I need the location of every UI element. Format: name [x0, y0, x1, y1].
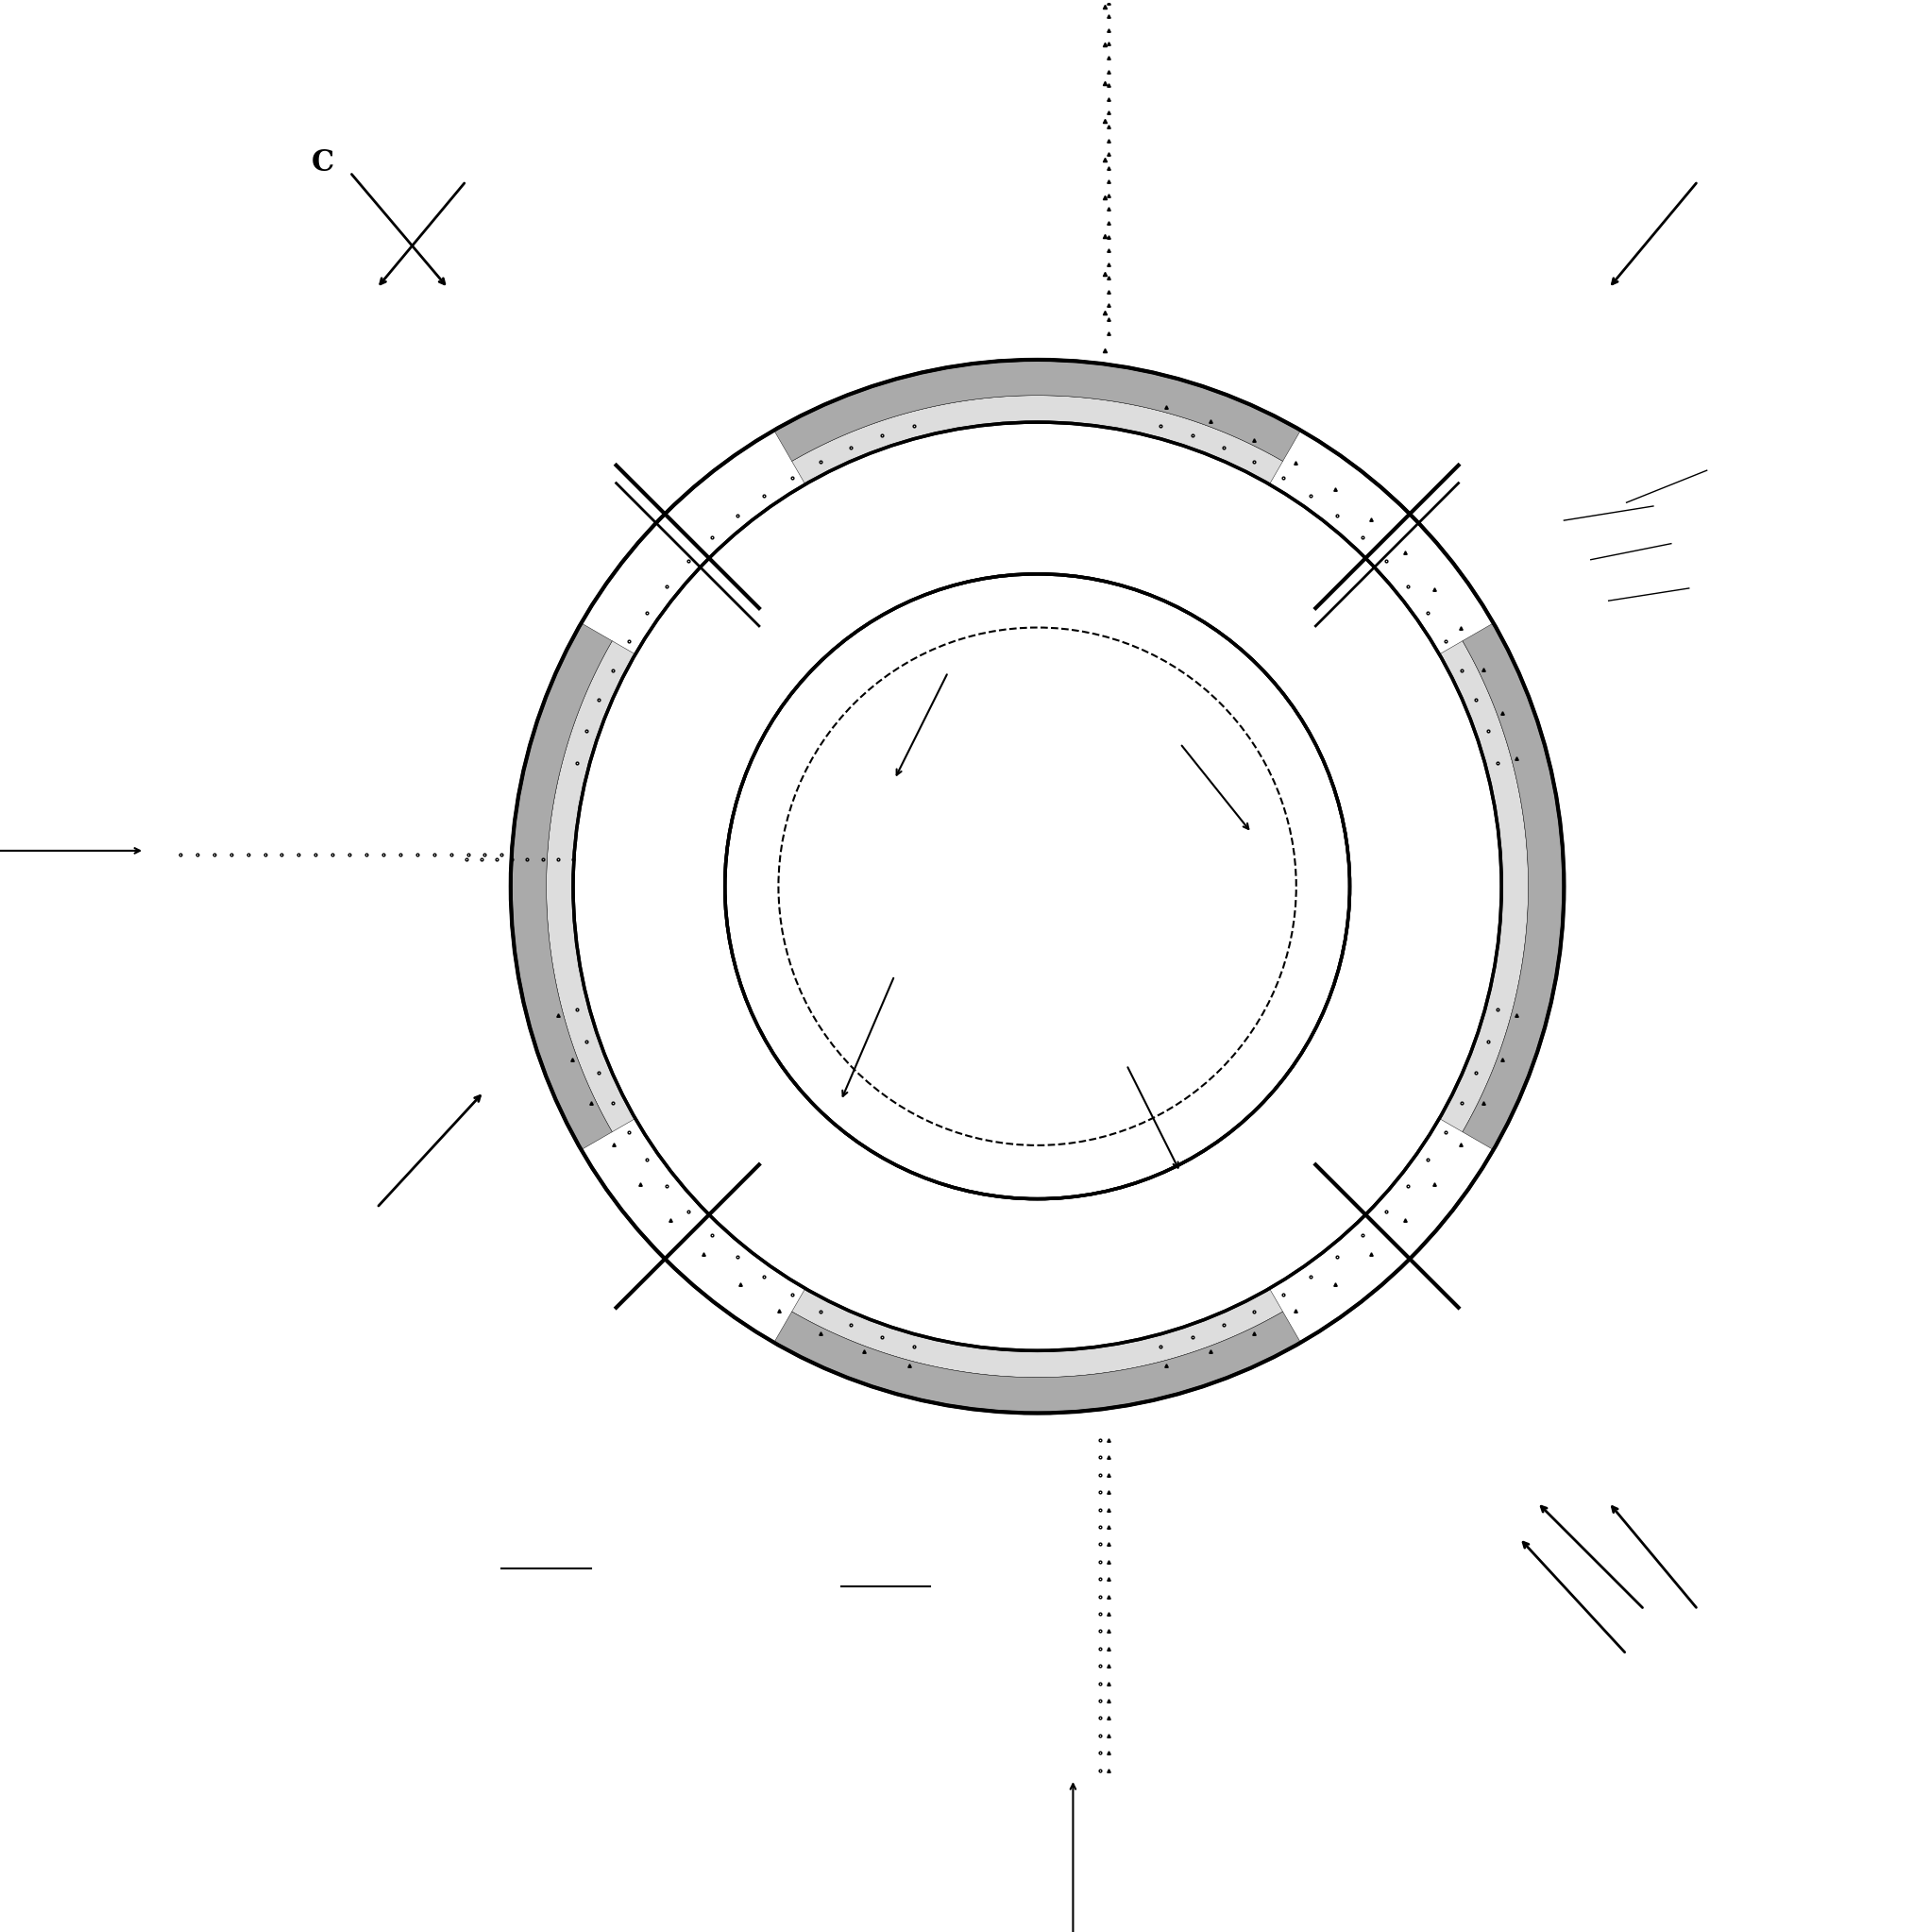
Text: 12: 12	[1237, 1474, 1266, 1495]
Text: 2: 2	[538, 1536, 554, 1557]
Text: 7: 7	[959, 848, 973, 871]
FancyBboxPatch shape	[369, 850, 1706, 1932]
Text: 7: 7	[905, 920, 919, 943]
Text: 21: 21	[336, 759, 365, 781]
Polygon shape	[1440, 641, 1529, 1132]
Text: 2: 2	[1405, 384, 1419, 406]
Text: 13: 13	[1183, 1474, 1212, 1495]
FancyBboxPatch shape	[369, 0, 1706, 922]
Text: 8: 8	[235, 759, 251, 781]
Text: 6: 6	[548, 537, 562, 558]
Text: 13: 13	[648, 384, 677, 406]
Text: 11: 11	[1656, 500, 1685, 522]
Polygon shape	[791, 1289, 1283, 1378]
Text: 2: 2	[527, 483, 540, 504]
Bar	[1083, 0, 1135, 359]
Text: 10: 10	[1675, 537, 1702, 558]
Polygon shape	[519, 968, 957, 1405]
Circle shape	[728, 578, 1347, 1196]
Text: 6: 6	[1388, 473, 1401, 495]
Polygon shape	[1463, 622, 1563, 1150]
Polygon shape	[774, 1312, 1301, 1412]
Polygon shape	[774, 359, 1301, 462]
Polygon shape	[1117, 367, 1556, 806]
Bar	[145, 833, 511, 877]
Text: 12: 12	[710, 384, 739, 406]
Text: B: B	[1650, 1596, 1675, 1625]
Text: 2: 2	[1129, 1526, 1143, 1549]
Text: 5: 5	[467, 350, 482, 371]
Text: 5: 5	[1299, 1474, 1312, 1495]
FancyBboxPatch shape	[1002, 234, 1930, 1538]
Text: 4: 4	[513, 429, 527, 450]
Text: 11: 11	[782, 384, 811, 406]
Text: 7-1: 7-1	[1036, 983, 1073, 1005]
Text: 8: 8	[1459, 350, 1473, 371]
Text: 6: 6	[1521, 1376, 1536, 1397]
Text: 4: 4	[1513, 1267, 1527, 1291]
Text: 21: 21	[1434, 296, 1463, 317]
Text: 3: 3	[1530, 1321, 1544, 1343]
Polygon shape	[791, 396, 1283, 485]
Text: 6: 6	[450, 1179, 465, 1202]
FancyBboxPatch shape	[0, 234, 1073, 1538]
Text: D: D	[347, 1202, 371, 1231]
Text: C: C	[313, 149, 334, 178]
Polygon shape	[1117, 968, 1556, 1405]
Text: 7-2: 7-2	[1117, 1464, 1154, 1486]
Text: 3: 3	[467, 394, 482, 415]
Text: A: A	[1650, 1665, 1673, 1696]
Text: 4: 4	[905, 384, 919, 406]
Text: 22: 22	[282, 759, 311, 781]
Polygon shape	[519, 367, 957, 806]
Text: 9: 9	[1700, 582, 1714, 603]
Text: 4: 4	[878, 1553, 894, 1577]
Polygon shape	[511, 622, 612, 1150]
Text: 7: 7	[1031, 956, 1044, 978]
Text: 1: 1	[1735, 466, 1751, 487]
Text: 2: 2	[1521, 1526, 1536, 1549]
Bar	[1083, 1412, 1135, 1787]
Polygon shape	[546, 641, 635, 1132]
Text: 7: 7	[1156, 813, 1170, 835]
